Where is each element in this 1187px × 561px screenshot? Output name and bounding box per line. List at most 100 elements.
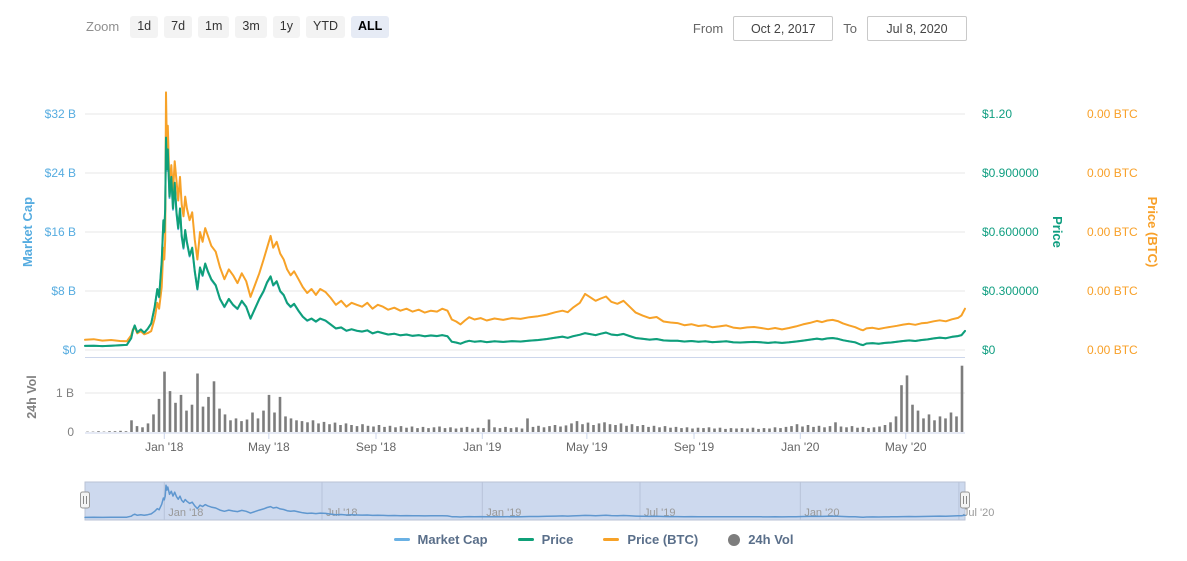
price-btc-line — [84, 91, 966, 343]
from-date-input[interactable] — [733, 16, 834, 41]
to-date-input[interactable] — [867, 16, 967, 41]
volume-bar — [465, 426, 469, 432]
volume-bar — [548, 426, 551, 432]
volume-bar — [119, 430, 122, 432]
price-btc-axis-label: 0.00 BTC — [1087, 107, 1138, 121]
legend-item-market-cap[interactable]: Market Cap — [393, 532, 488, 547]
volume-bar — [300, 421, 304, 432]
price-btc-axis-title: Price (BTC) — [1145, 197, 1160, 268]
volume-bar — [911, 404, 914, 432]
volume-bar — [317, 423, 320, 432]
volume-bar — [509, 428, 513, 432]
navigator-axis-label: Jan '18 — [168, 507, 203, 519]
volume-bar — [223, 414, 227, 432]
volume-bar — [955, 416, 958, 432]
x-axis-label: Sep '18 — [356, 440, 397, 454]
volume-bar — [735, 428, 738, 432]
volume-bar — [179, 394, 183, 432]
volume-bar — [234, 418, 238, 432]
price-axis-title: Price — [1050, 216, 1065, 248]
volume-bar — [949, 412, 953, 432]
range-button-7d[interactable]: 7d — [164, 16, 193, 38]
volume-bar — [867, 428, 870, 432]
legend-item-price[interactable]: Price — [517, 532, 574, 547]
volume-bar — [905, 375, 909, 432]
volume-bar — [768, 428, 771, 432]
price-btc-line-marker-icon — [603, 538, 620, 541]
volume-bar — [163, 371, 166, 433]
range-button-1d[interactable]: 1d — [130, 16, 159, 38]
volume-bar — [526, 418, 529, 432]
x-axis-label: Jan '18 — [145, 440, 184, 454]
volume-bar — [933, 420, 936, 432]
navigator[interactable]: Jan '18 Jul '18 Jan '19 Jul '19 Jan '20 Jul '… — [80, 481, 995, 521]
navigator-axis-label: Jul '18 — [326, 507, 357, 519]
range-button-1m[interactable]: 1m — [198, 16, 230, 38]
volume-bar — [685, 427, 689, 432]
volume-bar — [938, 416, 942, 432]
from-label: From — [692, 21, 724, 36]
volume-bar — [718, 427, 722, 432]
volume-bar — [262, 410, 265, 433]
volume-bar — [592, 425, 595, 432]
volume-bar — [702, 428, 705, 432]
volume-bar — [482, 428, 485, 432]
volume-bar — [361, 424, 364, 432]
volume-bar — [185, 410, 188, 433]
volume-bar — [190, 404, 194, 432]
volume-bar — [861, 426, 865, 432]
volume-bar — [663, 426, 667, 432]
volume-bar — [394, 427, 397, 432]
volume-axis-label: 1 B — [56, 386, 74, 400]
legend-item-24h-vol[interactable]: 24h Vol — [728, 532, 793, 547]
volume-bar — [487, 419, 491, 432]
market-cap-line — [84, 138, 966, 348]
range-button-1y[interactable]: 1y — [272, 16, 300, 38]
range-button-all[interactable]: ALL — [351, 16, 390, 38]
price-axis-label: $0.600000 — [982, 225, 1039, 239]
price-axis-label: $0 — [982, 343, 996, 357]
volume-bar — [790, 426, 793, 432]
volume-bar — [152, 414, 155, 432]
volume-bar — [339, 425, 342, 432]
volume-bar — [707, 427, 711, 432]
legend-label: Price — [541, 532, 574, 547]
volume-bar — [603, 422, 606, 433]
x-axis-label: Jan '19 — [463, 440, 502, 454]
range-toolbar: Zoom 1d 7d 1m 3m 1y YTD ALL — [86, 16, 390, 38]
price-axis-label: $0.300000 — [982, 284, 1039, 298]
navigator-selected-mask[interactable] — [84, 481, 966, 521]
volume-bar — [828, 426, 832, 432]
volume-bar — [267, 394, 271, 432]
range-button-ytd[interactable]: YTD — [306, 16, 345, 38]
legend-item-price-btc[interactable]: Price (BTC) — [603, 532, 698, 547]
volume-bar — [570, 423, 573, 432]
volume-bar — [746, 428, 749, 432]
volume-bar — [795, 424, 799, 432]
volume-bar — [229, 420, 232, 432]
navigator-left-handle-icon[interactable] — [80, 491, 90, 509]
volume-bar — [784, 426, 788, 432]
volume-bar — [647, 426, 650, 432]
volume-bar — [218, 408, 221, 432]
volume-bar — [168, 391, 172, 433]
x-axis-label: May '18 — [248, 440, 290, 454]
price-axis-label: $1.20 — [982, 107, 1012, 121]
volume-bar — [416, 428, 419, 432]
market-cap-axis-label: $0 — [63, 343, 77, 357]
volume-series — [86, 365, 964, 433]
navigator-left-handle[interactable] — [80, 491, 90, 509]
market-cap-line-marker-icon — [393, 538, 410, 541]
navigator-right-handle-icon[interactable] — [960, 491, 970, 509]
volume-bar — [245, 419, 249, 432]
volume-bar — [729, 428, 733, 432]
volume-bar — [333, 422, 337, 432]
legend-label: Price (BTC) — [627, 532, 699, 547]
price-btc-axis-label: 0.00 BTC — [1087, 284, 1138, 298]
volume-bar — [278, 396, 282, 432]
range-button-3m[interactable]: 3m — [235, 16, 267, 38]
volume-bar — [504, 426, 507, 432]
navigator-right-handle[interactable] — [960, 491, 970, 509]
volume-bar — [696, 427, 700, 432]
